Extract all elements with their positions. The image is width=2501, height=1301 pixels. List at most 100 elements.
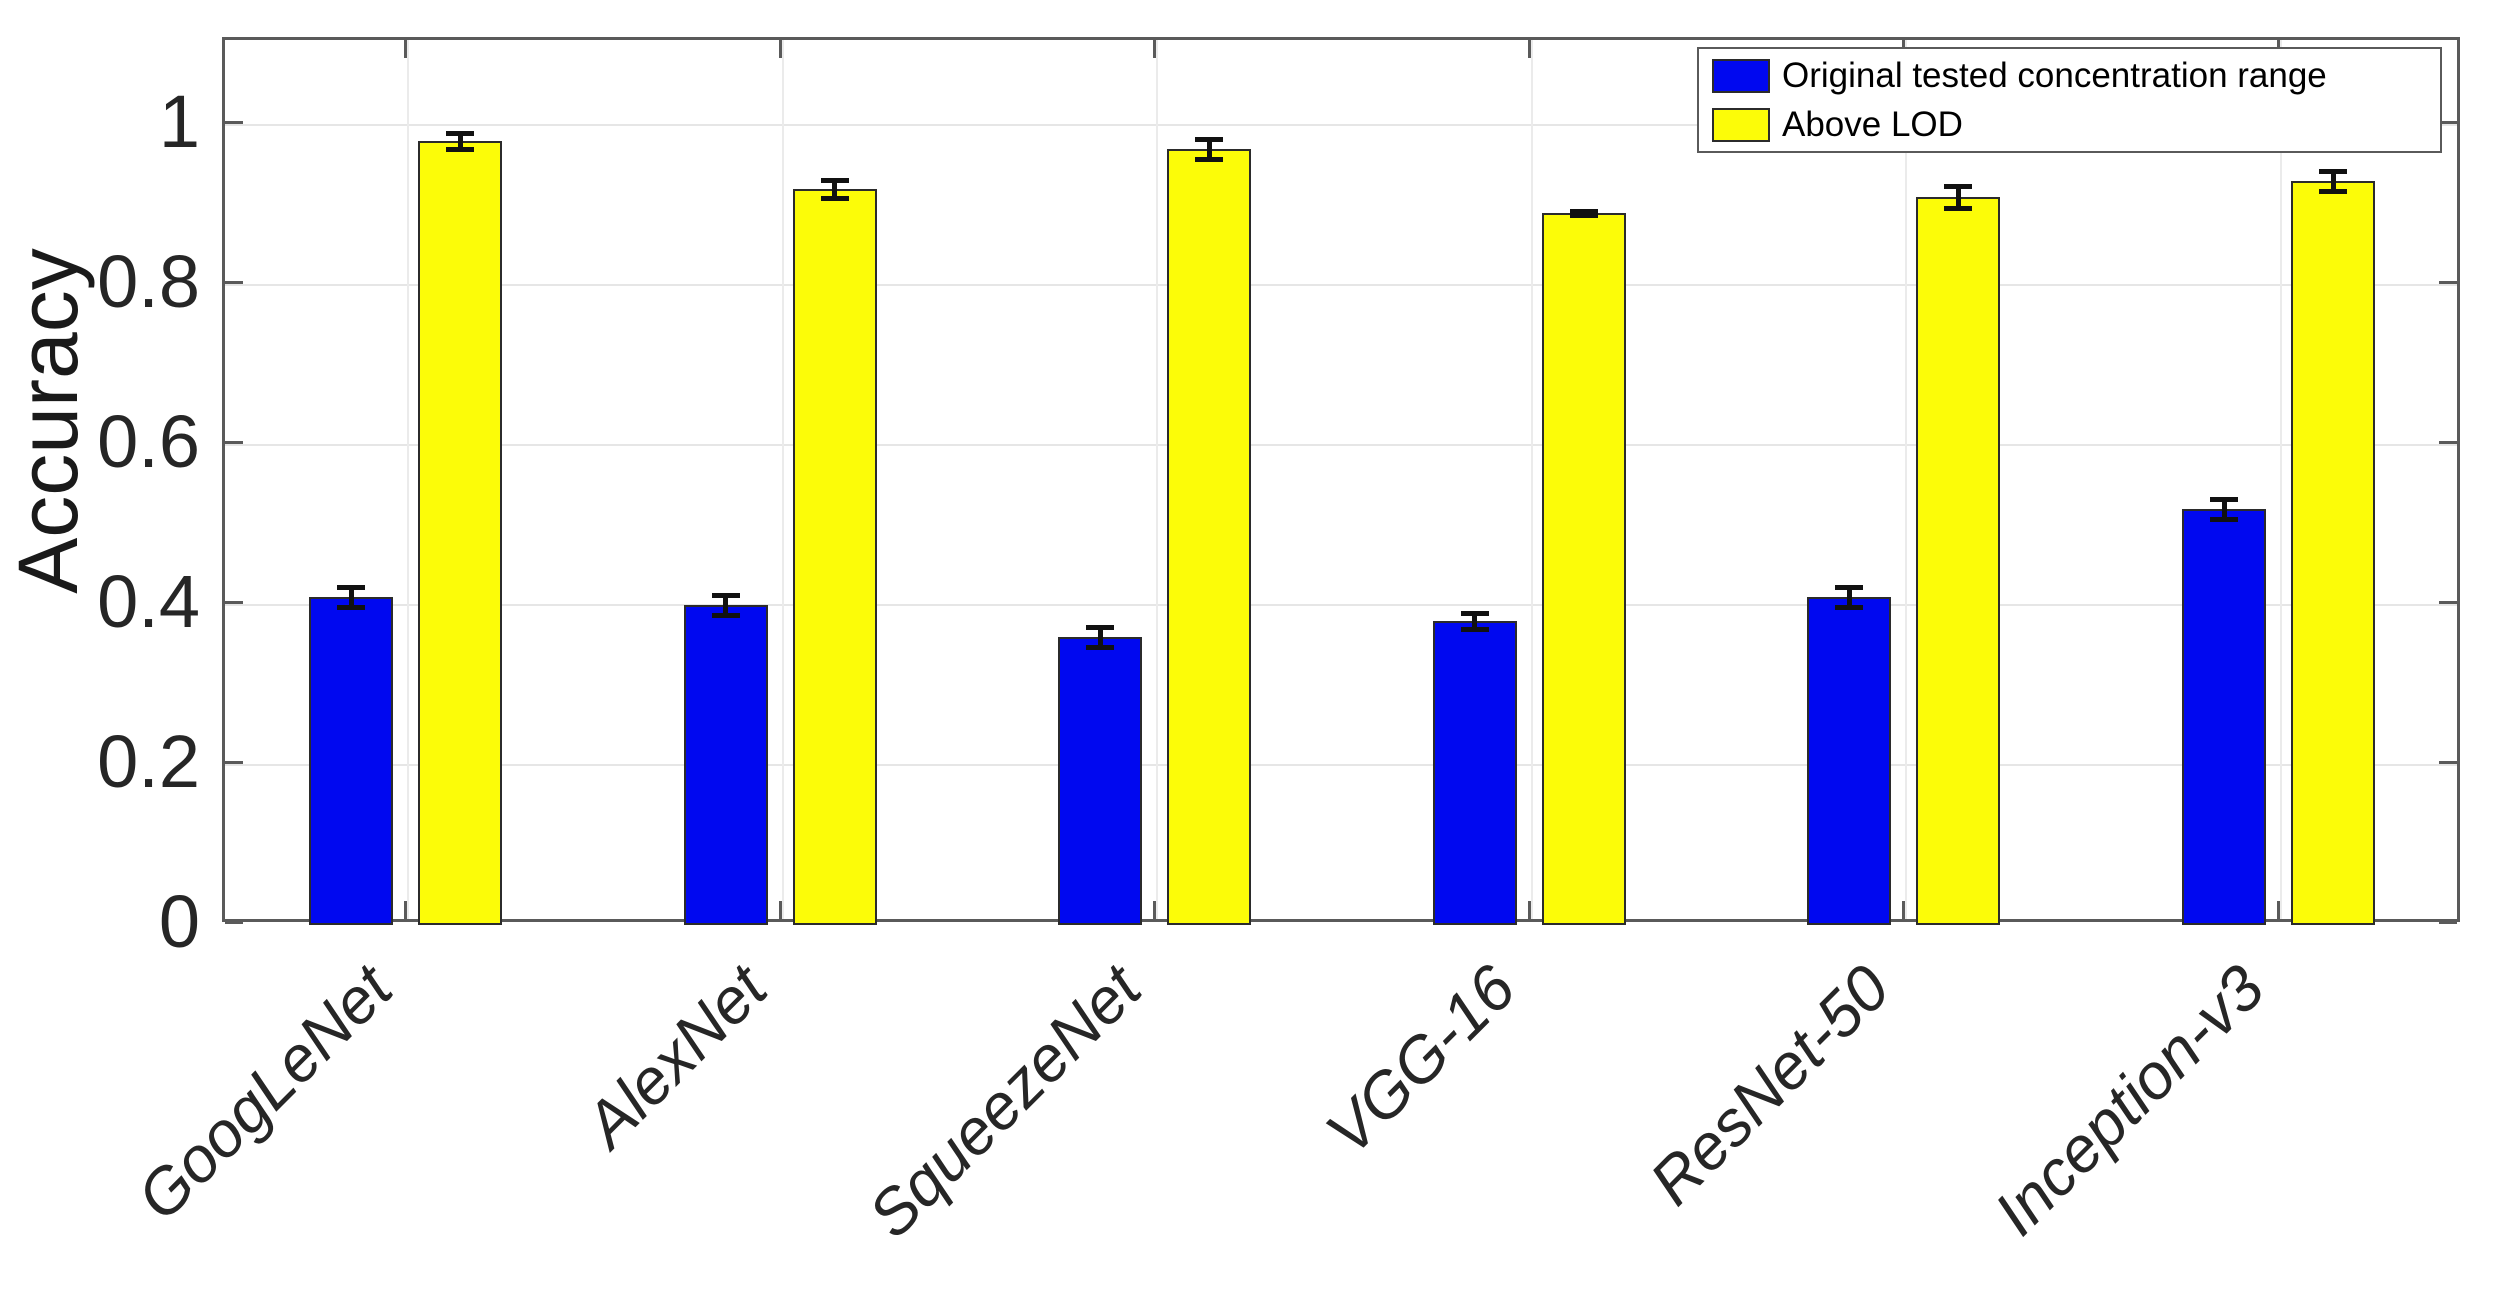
bar-vgg-16-original-range — [1432, 621, 1517, 925]
error-bar — [446, 131, 474, 152]
error-bar-cap-bottom — [820, 195, 849, 201]
y-tick-right — [2439, 441, 2457, 444]
y-tick-label: 0.2 — [97, 720, 200, 803]
x-tick-top — [778, 40, 782, 58]
legend-swatch-original-range — [1712, 58, 1770, 93]
error-bar — [2319, 168, 2347, 195]
x-tick-bottom — [404, 901, 407, 919]
error-bar-cap-bottom — [1835, 604, 1864, 610]
error-bar — [711, 593, 740, 618]
gridline-horizontal — [225, 444, 2457, 446]
error-bar-cap-top — [1569, 208, 1598, 214]
error-bar-cap-bottom — [1460, 627, 1489, 632]
error-bar-cap-top — [711, 593, 740, 599]
bar-alexnet-original-range — [683, 605, 768, 925]
bar-resnet-50-above-lod — [1916, 197, 2001, 925]
gridline-horizontal — [225, 764, 2457, 766]
gridline-horizontal — [225, 124, 2457, 126]
gridline-horizontal — [225, 284, 2457, 286]
error-bar-stem — [2330, 168, 2336, 195]
error-bar — [337, 584, 365, 611]
error-bar-cap-bottom — [2319, 189, 2347, 195]
error-bar — [1944, 183, 1973, 212]
bar-vgg-16-above-lod — [1541, 213, 1626, 925]
error-bar-cap-top — [2210, 497, 2238, 503]
y-tick-label: 0.6 — [97, 400, 200, 483]
gridline-horizontal — [225, 604, 2457, 606]
error-bar-cap-top — [2319, 168, 2347, 174]
error-bar — [2210, 497, 2238, 522]
error-bar — [1569, 208, 1598, 219]
error-bar — [820, 178, 849, 201]
x-tick-label-resnet-50: ResNet-50 — [1636, 951, 1904, 1219]
gridline-vertical — [781, 40, 784, 919]
error-bar — [1195, 137, 1224, 162]
error-bar-stem — [2221, 497, 2227, 522]
x-tick-label-vgg-16: VGG-16 — [1312, 951, 1530, 1169]
gridline-vertical — [1905, 40, 1908, 919]
y-tick-left — [225, 281, 243, 284]
bar-squeezenet-above-lod — [1167, 149, 1252, 925]
error-bar-cap-bottom — [446, 147, 474, 152]
legend: Original tested concentration range Abov… — [1697, 47, 2442, 153]
error-bar-cap-top — [820, 178, 849, 184]
error-bar-stem — [1955, 183, 1961, 212]
bar-resnet-50-original-range — [1807, 597, 1892, 925]
error-bar-cap-bottom — [1086, 644, 1115, 650]
error-bar-cap-top — [1195, 137, 1224, 143]
bar-alexnet-above-lod — [792, 189, 877, 925]
error-bar — [1460, 611, 1489, 632]
x-tick-label-squeezenet: SqueezeNet — [854, 951, 1155, 1252]
y-tick-label: 1 — [158, 80, 200, 163]
y-tick-right — [2439, 121, 2457, 124]
gridline-vertical — [407, 40, 409, 919]
error-bar-cap-top — [1944, 183, 1973, 189]
error-bar-stem — [457, 131, 463, 152]
error-bar-stem — [1472, 611, 1478, 632]
x-tick-bottom — [1153, 901, 1157, 919]
bar-googlenet-above-lod — [418, 141, 502, 925]
y-tick-left — [225, 761, 243, 764]
error-bar-cap-top — [1835, 585, 1864, 591]
error-bar-cap-top — [1086, 625, 1115, 631]
gridline-vertical — [1530, 40, 1533, 919]
y-tick-label: 0.8 — [97, 240, 200, 323]
error-bar-stem — [1097, 625, 1103, 650]
error-bar-stem — [348, 584, 354, 611]
plot-area — [222, 37, 2460, 925]
error-bar-cap-bottom — [2210, 516, 2238, 522]
error-bar — [1086, 625, 1115, 650]
x-tick-bottom — [2277, 901, 2280, 919]
y-tick-right — [2439, 761, 2457, 764]
x-tick-label-googlenet: GoogLeNet — [122, 951, 406, 1234]
x-tick-top — [404, 40, 407, 58]
legend-swatch-above-lod — [1712, 107, 1770, 142]
error-bar-cap-bottom — [337, 605, 365, 611]
error-bar-cap-bottom — [1195, 156, 1224, 162]
y-tick-left — [225, 121, 243, 124]
x-tick-bottom — [1902, 901, 1906, 919]
y-tick-label: 0 — [158, 880, 200, 963]
y-tick-right — [2439, 601, 2457, 604]
error-bar — [1835, 585, 1864, 610]
bar-googlenet-original-range — [309, 597, 393, 925]
error-bar-cap-top — [446, 131, 474, 136]
error-bar-stem — [832, 178, 838, 201]
legend-item-original-range: Original tested concentration range — [1712, 55, 2440, 95]
bar-inception-v3-above-lod — [2291, 181, 2375, 925]
bar-inception-v3-original-range — [2182, 509, 2266, 925]
x-tick-top — [1527, 40, 1531, 58]
error-bar-stem — [723, 593, 729, 618]
x-tick-label-inception-v3: Inception-v3 — [1980, 951, 2279, 1249]
legend-item-above-lod: Above LOD — [1712, 106, 2440, 143]
y-tick-right — [2439, 281, 2457, 284]
x-tick-label-alexnet: AlexNet — [570, 951, 780, 1161]
legend-label-original-range: Original tested concentration range — [1782, 55, 2327, 95]
error-bar-cap-bottom — [1944, 206, 1973, 212]
y-tick-left — [225, 441, 243, 444]
error-bar-stem — [1206, 137, 1212, 162]
bar-squeezenet-original-range — [1058, 637, 1143, 925]
gridline-vertical — [2280, 40, 2282, 919]
x-tick-top — [1153, 40, 1157, 58]
